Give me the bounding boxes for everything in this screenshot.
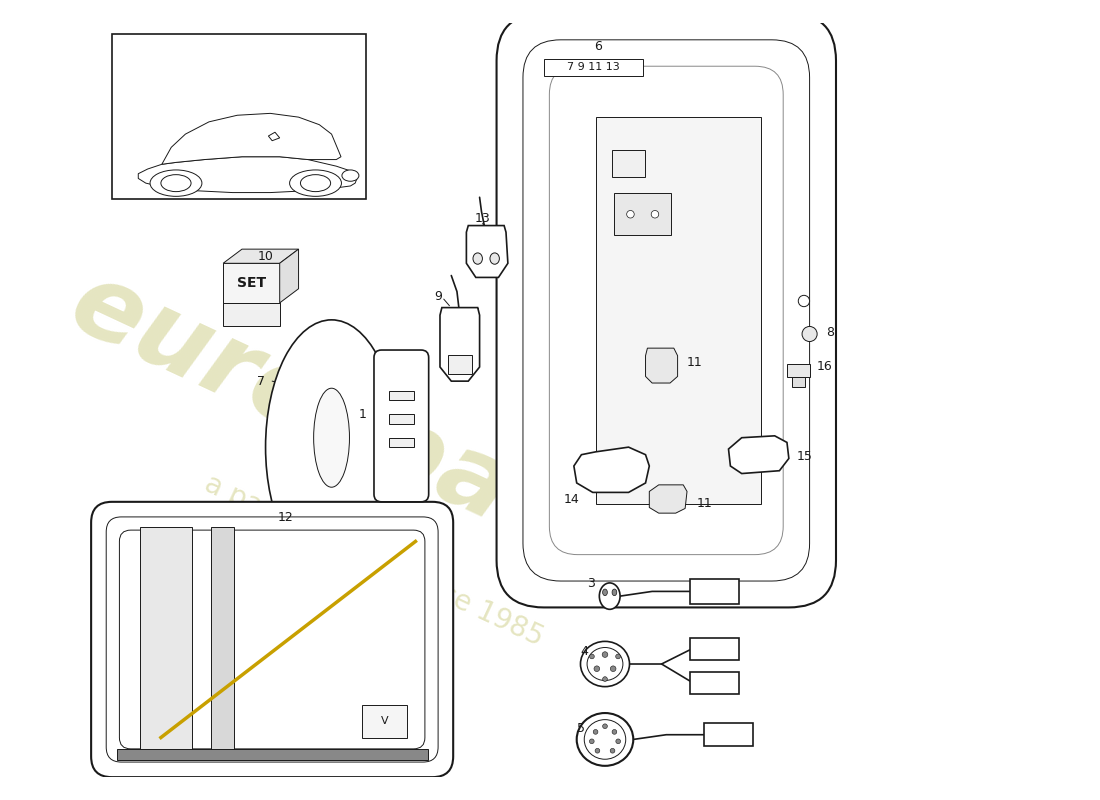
Text: 6: 6 — [594, 40, 603, 53]
Ellipse shape — [595, 748, 600, 753]
Ellipse shape — [610, 666, 616, 671]
Polygon shape — [728, 436, 789, 474]
Polygon shape — [139, 157, 358, 193]
Polygon shape — [649, 485, 688, 513]
Bar — [786, 364, 810, 378]
Ellipse shape — [651, 210, 659, 218]
Text: eurospares: eurospares — [54, 253, 694, 622]
FancyBboxPatch shape — [374, 350, 429, 502]
Bar — [389, 438, 414, 447]
Bar — [223, 263, 279, 303]
Text: 5: 5 — [578, 722, 585, 734]
Bar — [615, 193, 671, 235]
Ellipse shape — [594, 666, 600, 671]
Text: 7 9 11 13: 7 9 11 13 — [568, 62, 620, 72]
Polygon shape — [162, 114, 341, 164]
Bar — [612, 150, 645, 177]
Ellipse shape — [576, 713, 634, 766]
Polygon shape — [466, 226, 508, 278]
Text: 7: 7 — [256, 374, 265, 388]
Ellipse shape — [314, 388, 350, 487]
Ellipse shape — [150, 170, 202, 196]
Text: V: V — [381, 715, 388, 726]
Bar — [543, 58, 642, 76]
Ellipse shape — [473, 253, 483, 264]
Text: 15: 15 — [796, 450, 812, 463]
Polygon shape — [268, 132, 279, 141]
Text: 1: 1 — [359, 408, 366, 421]
Ellipse shape — [265, 320, 397, 574]
Text: 11: 11 — [696, 498, 712, 510]
Bar — [690, 579, 739, 604]
Ellipse shape — [612, 730, 617, 734]
FancyBboxPatch shape — [522, 40, 810, 581]
Ellipse shape — [603, 677, 607, 682]
Bar — [389, 414, 414, 423]
FancyBboxPatch shape — [496, 14, 836, 607]
Text: 11: 11 — [688, 356, 703, 369]
Text: 3: 3 — [587, 578, 595, 590]
Bar — [211, 527, 234, 752]
FancyBboxPatch shape — [107, 517, 438, 762]
Bar — [389, 390, 414, 400]
Text: 4: 4 — [581, 646, 589, 658]
Ellipse shape — [593, 730, 598, 734]
Ellipse shape — [289, 170, 341, 196]
Polygon shape — [223, 249, 298, 263]
Ellipse shape — [342, 170, 359, 182]
Bar — [362, 705, 407, 738]
Ellipse shape — [590, 654, 594, 659]
Text: a part for parts since 1985: a part for parts since 1985 — [200, 470, 548, 651]
Ellipse shape — [584, 720, 626, 759]
Ellipse shape — [616, 654, 620, 659]
Ellipse shape — [616, 739, 620, 744]
Bar — [117, 749, 428, 760]
FancyBboxPatch shape — [549, 66, 783, 554]
Text: 13: 13 — [474, 213, 491, 226]
Ellipse shape — [300, 174, 331, 192]
Polygon shape — [646, 348, 678, 383]
Bar — [792, 378, 805, 386]
Ellipse shape — [799, 295, 810, 306]
Ellipse shape — [161, 174, 191, 192]
Bar — [448, 354, 472, 374]
Ellipse shape — [610, 748, 615, 753]
Bar — [595, 117, 760, 504]
Bar — [140, 527, 192, 752]
Ellipse shape — [627, 210, 635, 218]
Text: SET: SET — [236, 276, 266, 290]
Text: 9: 9 — [434, 290, 442, 302]
Polygon shape — [440, 307, 480, 381]
Ellipse shape — [600, 583, 620, 610]
Ellipse shape — [603, 589, 607, 596]
Polygon shape — [223, 303, 279, 326]
Polygon shape — [574, 447, 649, 493]
Ellipse shape — [612, 589, 617, 596]
Bar — [690, 671, 739, 694]
Bar — [690, 638, 739, 660]
Ellipse shape — [581, 642, 629, 686]
Ellipse shape — [490, 253, 499, 264]
Polygon shape — [279, 249, 298, 303]
Text: 14: 14 — [564, 493, 580, 506]
Ellipse shape — [602, 652, 608, 658]
Text: 12: 12 — [277, 511, 294, 524]
Text: 16: 16 — [817, 361, 833, 374]
Text: 8: 8 — [826, 326, 835, 338]
Bar — [112, 34, 366, 199]
Ellipse shape — [587, 647, 623, 681]
Ellipse shape — [802, 326, 817, 342]
FancyBboxPatch shape — [120, 530, 425, 749]
Bar — [704, 723, 754, 746]
Text: 10: 10 — [257, 250, 274, 263]
Ellipse shape — [590, 739, 594, 744]
Ellipse shape — [603, 724, 607, 729]
FancyBboxPatch shape — [91, 502, 453, 777]
